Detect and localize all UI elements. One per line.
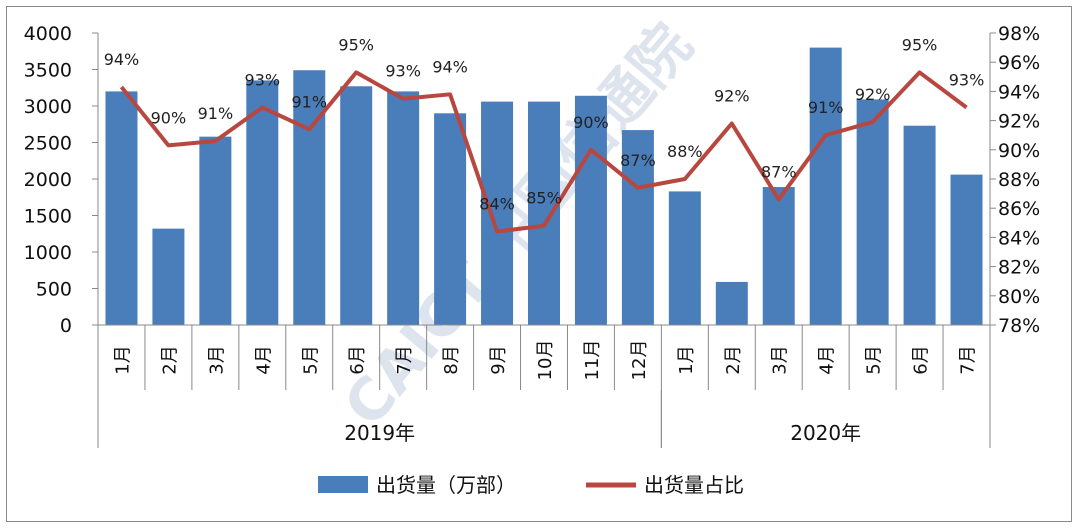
right-axis-tick-label: 96% (998, 52, 1040, 74)
line-data-label: 87% (620, 151, 656, 170)
x-axis-month-label: 7月 (394, 345, 415, 374)
right-axis-tick-label: 82% (998, 257, 1040, 279)
bar-shipments (809, 47, 842, 325)
line-data-label: 91% (291, 92, 327, 111)
line-data-label: 94% (104, 50, 140, 69)
line-data-label: 92% (714, 87, 750, 106)
bar-shipments (856, 99, 889, 326)
line-data-label: 95% (902, 35, 938, 54)
line-share-series (119, 70, 968, 234)
right-axis-tick-label: 86% (998, 198, 1040, 220)
bar-shipments (246, 80, 279, 325)
left-axis-tick-label: 4000 (24, 23, 72, 45)
right-axis-tick-label: 90% (998, 140, 1040, 162)
left-axis-tick-label: 1000 (24, 242, 72, 264)
x-axis-month-label: 3月 (770, 345, 791, 374)
bar-shipments (434, 113, 467, 325)
right-axis-tick-label: 94% (998, 81, 1040, 103)
left-axis-tick-label: 2000 (24, 169, 72, 191)
left-axis-tick-label: 1500 (24, 206, 72, 228)
right-axis-tick-label: 92% (998, 111, 1040, 133)
x-axis-month-label: 12月 (629, 340, 650, 381)
x-axis-month-label: 11月 (582, 340, 603, 381)
line-data-label: 88% (667, 142, 703, 161)
line-data-label: 93% (245, 70, 281, 89)
legend-bar-label: 出货量（万部） (376, 473, 516, 497)
bar-shipments (105, 91, 138, 326)
line-data-label: 91% (198, 104, 234, 123)
line-data-label: 93% (385, 62, 421, 81)
left-axis-tick-label: 3500 (24, 60, 72, 82)
x-axis-month-label: 7月 (958, 345, 979, 374)
bar-shipments (621, 130, 654, 325)
legend-bar-swatch (318, 476, 368, 493)
line-data-label: 84% (479, 195, 515, 214)
bar-shipments (199, 136, 232, 325)
line-data-label: 90% (151, 108, 187, 127)
left-axis-tick-label: 500 (36, 279, 72, 301)
bar-shipments (762, 187, 795, 325)
x-axis-month-label: 5月 (864, 345, 885, 374)
left-axis-tick-label: 2500 (24, 133, 72, 155)
x-axis-year-label: 2020年 (790, 421, 861, 445)
bar-shipments (668, 191, 701, 325)
bar-shipments (950, 174, 983, 325)
x-axis-month-label: 4月 (817, 345, 838, 374)
bar-shipments (715, 281, 748, 325)
right-axis-tick-label: 84% (998, 227, 1040, 249)
x-axis-month-label: 1月 (112, 345, 133, 374)
x-axis-month-label: 4月 (253, 345, 274, 374)
right-axis-tick-label: 88% (998, 169, 1040, 191)
bar-shipments (293, 70, 326, 325)
bar-shipments (152, 228, 185, 325)
x-axis-month-label: 6月 (347, 345, 368, 374)
right-axis-tick-label: 78% (998, 315, 1040, 337)
line-data-label: 90% (573, 113, 609, 132)
bar-shipments (387, 91, 420, 326)
bar-shipments (340, 86, 373, 325)
x-axis-month-label: 2月 (723, 345, 744, 374)
legend-line-label: 出货量占比 (644, 473, 744, 497)
line-data-label: 94% (432, 57, 468, 76)
x-axis-month-label: 5月 (300, 345, 321, 374)
x-axis-month-label: 3月 (206, 345, 227, 374)
x-axis-month-label: 2月 (159, 345, 180, 374)
x-axis-month-label: 10月 (535, 340, 556, 381)
chart-frame (6, 6, 1072, 522)
left-axis-tick-label: 3000 (24, 96, 72, 118)
line-data-label: 93% (949, 70, 985, 89)
right-axis-tick-label: 80% (998, 286, 1040, 308)
bar-shipments (481, 101, 514, 326)
bar-shipments (574, 95, 607, 325)
line-data-label: 87% (761, 162, 797, 181)
line-data-label: 91% (808, 98, 844, 117)
bar-shipments (528, 101, 560, 326)
line-data-label: 85% (526, 189, 562, 208)
line-data-label: 95% (338, 35, 374, 54)
x-axis-month-label: 1月 (676, 345, 697, 374)
right-axis-tick-label: 98% (998, 23, 1040, 45)
x-axis-month-label: 9月 (488, 345, 509, 374)
line-data-label: 92% (855, 85, 891, 104)
x-axis-month-label: 6月 (911, 345, 932, 374)
bar-shipments (903, 125, 936, 326)
left-axis-tick-label: 0 (60, 315, 72, 337)
x-axis-year-label: 2019年 (344, 421, 415, 445)
x-axis-month-label: 8月 (441, 345, 462, 374)
